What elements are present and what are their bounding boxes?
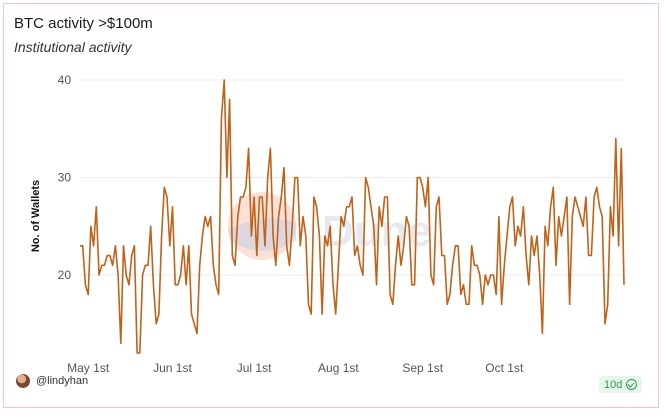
y-tick-label: 20 bbox=[58, 268, 72, 282]
x-axis-ticks: May 1st Jun 1st Jul 1st Aug 1st Sep 1st Oct 1… bbox=[67, 361, 524, 375]
refresh-badge[interactable]: 10d bbox=[599, 376, 643, 393]
x-tick-label: Oct 1st bbox=[485, 361, 524, 375]
badge-label: 10d bbox=[604, 378, 623, 391]
x-tick-label: Sep 1st bbox=[402, 361, 443, 375]
y-tick-label: 40 bbox=[58, 73, 72, 87]
dune-watermark: Dune bbox=[228, 192, 432, 260]
x-tick-label: Jun 1st bbox=[153, 361, 192, 375]
chart-card bbox=[3, 3, 659, 408]
y-axis-label: No. of Wallets bbox=[30, 180, 42, 252]
avatar bbox=[16, 374, 30, 388]
check-circle-icon bbox=[626, 379, 638, 390]
x-tick-label: Aug 1st bbox=[318, 361, 359, 375]
x-tick-label: May 1st bbox=[67, 361, 110, 375]
x-tick-label: Jul 1st bbox=[237, 361, 272, 375]
chart-title: BTC activity >$100m bbox=[14, 15, 153, 32]
grid-lines bbox=[80, 79, 624, 276]
author[interactable]: @lindyhan bbox=[16, 374, 88, 388]
series-group bbox=[80, 79, 625, 354]
y-tick-label: 30 bbox=[58, 171, 72, 185]
series-line bbox=[80, 79, 625, 354]
y-axis-ticks: 20 30 40 bbox=[58, 73, 72, 282]
author-username: @lindyhan bbox=[36, 375, 89, 387]
chart-subtitle: Institutional activity bbox=[14, 39, 132, 55]
